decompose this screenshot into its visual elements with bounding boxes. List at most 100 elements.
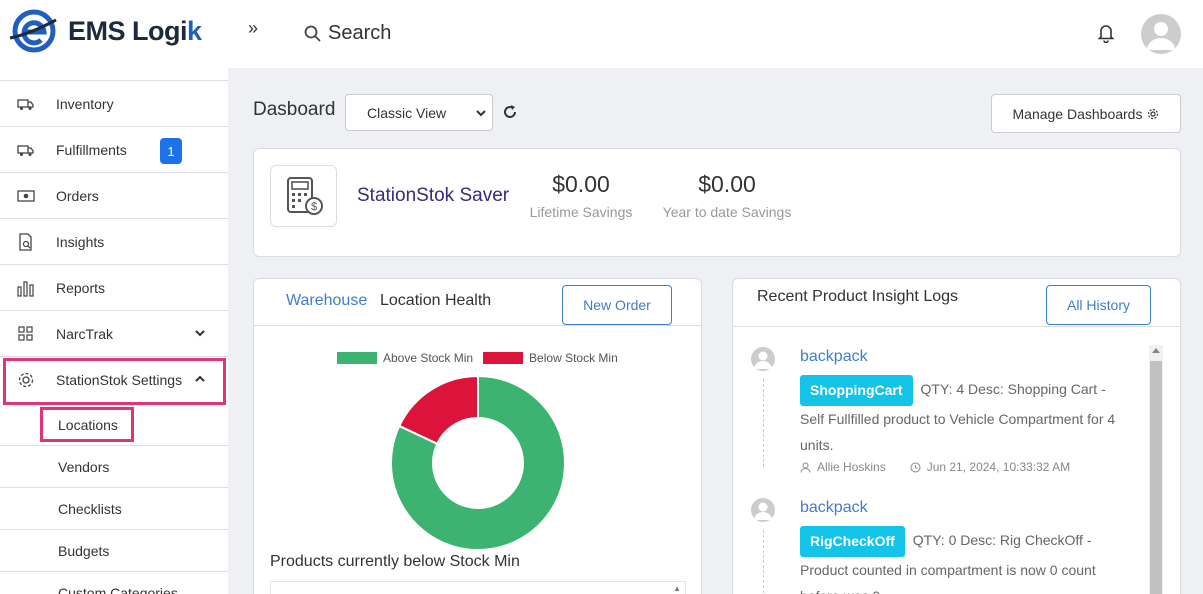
sidebar-subitem-label: Custom Categories [58,585,178,594]
timeline-line [763,379,764,467]
sidebar-subitem-label: Locations [58,417,118,433]
sidebar-item-stationstok-settings[interactable]: StationStok Settings [0,357,228,403]
sidebar-item-label: Fulfillments [56,141,127,158]
legend-swatch [483,352,524,364]
bar-chart-icon [17,281,34,297]
below-min-title: Products currently below Stock Min [270,553,520,570]
sidebar-subitem-label: Checklists [58,501,122,517]
sidebar-subitem-custom-categories[interactable]: Custom Categories [0,572,228,594]
log-product-link[interactable]: backpack [800,348,868,365]
top-header: EMS Logik » Search [0,0,1203,68]
log-product-link[interactable]: backpack [800,499,868,516]
divider [0,80,228,81]
manage-dashboards-label: Manage Dashboards [1012,105,1143,122]
sidebar-item-reports[interactable]: Reports [0,265,228,311]
ytd-savings-caption: Year to date Savings [662,204,792,220]
sidebar-item-label: StationStok Settings [56,372,183,388]
insight-logs-card: Recent Product Insight Logs All History … [732,278,1181,594]
log-avatar [751,498,775,522]
refresh-icon[interactable] [502,104,518,120]
chevron-down-icon[interactable] [194,327,206,339]
sidebar-item-label: Reports [56,279,106,296]
sidebar-subitem-checklists[interactable]: Checklists [0,488,228,530]
ytd-savings-stat: $0.00 Year to date Savings [660,171,794,220]
location-health-card: Warehouse Location Health New Order Abov… [253,278,702,594]
sidebar-item-label: NarcTrak [56,325,114,342]
scroll-up-icon[interactable] [1152,348,1160,353]
legend-label: Above Stock Min [383,351,474,365]
logo[interactable]: EMS Logik [8,8,202,54]
timeline-line [763,530,764,594]
stock-donut-chart [390,375,566,551]
sidebar-item-label: Orders [56,187,99,204]
all-history-button[interactable]: All History [1046,285,1151,325]
logs-title: Recent Product Insight Logs [757,288,959,305]
legend-item[interactable]: Above Stock Min [337,351,473,365]
log-user: Allie Hoskins [817,460,886,474]
sidebar-toggle-button[interactable]: » [248,18,259,38]
calculator-dollar-icon: $ [270,165,337,227]
svg-text:$: $ [310,201,316,213]
log-meta: Allie Hoskins Jun 21, 2024, 10:33:32 AM [800,460,1070,474]
chevron-up-icon[interactable] [194,373,206,385]
sidebar-item-inventory[interactable]: Inventory [0,81,228,127]
sidebar-subitem-budgets[interactable]: Budgets [0,530,228,572]
sidebar-item-insights[interactable]: Insights [0,219,228,265]
highlight-box [3,358,226,405]
gear-icon [1148,108,1159,119]
below-min-table: ▲ [270,581,686,594]
gear-icon [18,372,34,388]
notification-bell-icon[interactable] [1097,23,1115,48]
donut-slice-above-stock-min[interactable] [390,375,566,551]
card-header: Warehouse Location Health New Order [254,279,701,326]
sidebar-subitem-locations[interactable]: Locations [0,404,228,446]
lifetime-savings-value: $0.00 [552,171,610,197]
chart-legend: Above Stock Min Below Stock Min [337,351,628,365]
legend-item[interactable]: Below Stock Min [483,351,618,365]
tab-warehouse[interactable]: Warehouse [286,292,368,309]
tab-location-health[interactable]: Location Health [380,292,492,309]
count-badge: 1 [160,138,182,164]
donut-slice-below-stock-min[interactable] [397,375,479,446]
log-description: QTY: 0 Desc: Rig CheckOff - Product coun… [800,532,1096,594]
divider [733,326,1180,327]
search-box[interactable]: Search [304,22,391,45]
grid-icon [18,326,33,341]
highlight-box [40,407,134,442]
legend-label: Below Stock Min [529,351,618,365]
saver-title: StationStok Saver [357,185,510,206]
sidebar-item-fulfillments[interactable]: Fulfillments 1 [0,127,228,173]
chevron-down-icon [476,110,486,117]
user-icon [800,462,811,473]
scrollbar-thumb[interactable] [1150,361,1162,594]
sidebar-subitem-label: Budgets [58,543,110,559]
log-avatar [751,347,775,371]
lifetime-savings-stat: $0.00 Lifetime Savings [528,171,634,220]
new-order-button[interactable]: New Order [562,285,672,325]
scroll-up-icon[interactable]: ▲ [673,584,681,593]
sidebar-item-label: Insights [56,233,105,250]
sidebar-item-label: Inventory [56,95,114,112]
sidebar-subitem-vendors[interactable]: Vendors [0,446,228,488]
legend-swatch [337,352,377,364]
sidebar-item-orders[interactable]: Orders [0,173,228,219]
lifetime-savings-caption: Lifetime Savings [529,204,633,220]
logo-text: EMS Logik [68,15,202,46]
log-tag: ShoppingCart [800,375,913,406]
log-body: RigCheckOff QTY: 0 Desc: Rig CheckOff - P… [800,526,1120,594]
sidebar: Inventory Fulfillments 1 Orders Insights… [0,68,228,594]
log-tag: RigCheckOff [800,526,905,557]
saver-card: $ StationStok Saver $0.00 Lifetime Savin… [253,148,1181,257]
logs-scrollbar[interactable] [1149,345,1163,594]
truck-icon [17,99,34,110]
view-select[interactable]: Classic View [345,94,493,131]
log-description: QTY: 4 Desc: Shopping Cart - Self Fullfi… [800,381,1116,453]
log-body: ShoppingCart QTY: 4 Desc: Shopping Cart -… [800,375,1120,458]
logo-mark-icon [9,9,57,53]
search-label: Search [328,22,392,44]
user-avatar[interactable] [1141,14,1181,54]
document-search-icon [19,233,32,251]
manage-dashboards-button[interactable]: Manage Dashboards [991,94,1181,133]
search-icon [304,25,321,42]
sidebar-item-narctrak[interactable]: NarcTrak [0,311,228,357]
